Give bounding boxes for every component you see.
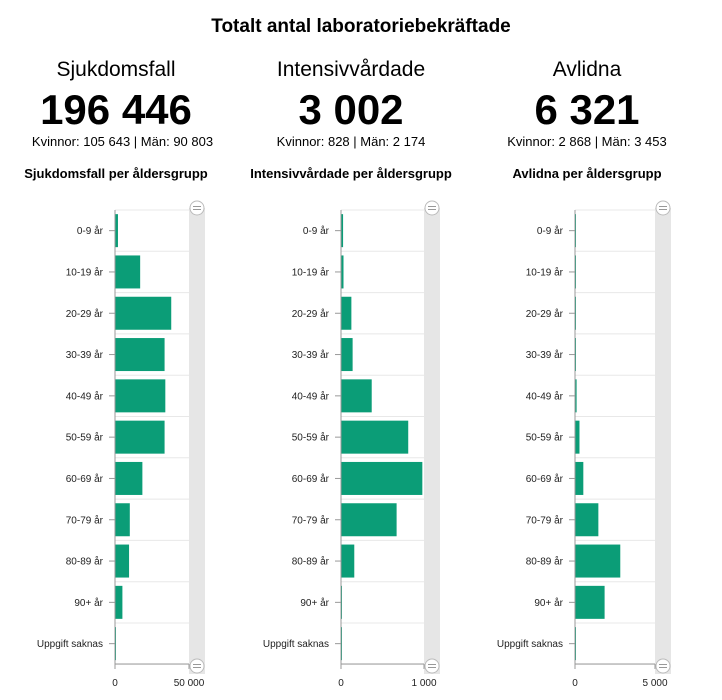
panel-subtitle: Kvinnor: 828 | Män: 2 174: [276, 134, 426, 149]
bar[interactable]: [115, 255, 141, 289]
main-title: Totalt antal laboratoriebekräftade: [211, 16, 511, 37]
category-label: 20-29 år: [526, 308, 564, 320]
category-label: 80-89 år: [526, 556, 564, 568]
panel-intensivvardade: Intensivvårdade 3 002 Kvinnor: 828 | Män…: [240, 0, 462, 700]
panel-total: 196 446: [40, 86, 192, 133]
panel-avlidna: Avlidna 6 321 Kvinnor: 2 868 | Män: 3 45…: [474, 0, 700, 700]
bar[interactable]: [115, 420, 165, 454]
bar[interactable]: [575, 461, 584, 495]
bar[interactable]: [575, 379, 577, 413]
bar[interactable]: [341, 296, 352, 330]
scrollbar-track[interactable]: [189, 208, 205, 674]
category-label: 60-69 år: [66, 473, 104, 485]
panel-sjukdomsfall: Sjukdomsfall 196 446 Kvinnor: 105 643 | …: [0, 0, 232, 700]
chart-title: Intensivvårdade per åldersgrupp: [250, 166, 452, 181]
category-label: 90+ år: [74, 597, 103, 609]
category-label: 0-9 år: [77, 225, 104, 237]
bar[interactable]: [115, 214, 118, 248]
panel-title: Intensivvårdade: [276, 58, 426, 81]
bar[interactable]: [115, 379, 166, 413]
category-label: 30-39 år: [66, 349, 104, 361]
x-tick-label: 5 000: [642, 678, 667, 689]
bar[interactable]: [341, 420, 409, 454]
bar[interactable]: [115, 461, 143, 495]
bar[interactable]: [575, 544, 621, 578]
category-label: 80-89 år: [292, 556, 330, 568]
category-label: 40-49 år: [66, 390, 104, 402]
category-label: 60-69 år: [292, 473, 330, 485]
category-label: 0-9 år: [537, 225, 564, 237]
bar[interactable]: [341, 214, 344, 248]
x-tick-label: 0: [572, 678, 578, 689]
category-label: 20-29 år: [66, 308, 104, 320]
bar[interactable]: [575, 503, 599, 537]
category-label: 60-69 år: [526, 473, 564, 485]
bar[interactable]: [575, 585, 605, 619]
category-label: 20-29 år: [292, 308, 330, 320]
scrollbar-handle-bottom[interactable]: [189, 658, 205, 674]
panel-subtitle: Kvinnor: 2 868 | Män: 3 453: [507, 134, 667, 149]
bar[interactable]: [341, 255, 344, 289]
category-label: 70-79 år: [292, 514, 330, 526]
chart-title: Sjukdomsfall per åldersgrupp: [24, 166, 208, 181]
category-label: 10-19 år: [292, 266, 330, 278]
category-label: 30-39 år: [292, 349, 330, 361]
category-label: 40-49 år: [526, 390, 564, 402]
category-label: Uppgift saknas: [263, 639, 329, 650]
panel-total: 3 002: [298, 86, 404, 133]
bar[interactable]: [115, 338, 165, 372]
category-label: 50-59 år: [292, 432, 330, 444]
panel-total: 6 321: [534, 86, 640, 133]
category-label: Uppgift saknas: [37, 639, 103, 650]
category-label: 50-59 år: [526, 432, 564, 444]
bar[interactable]: [341, 461, 423, 495]
bar[interactable]: [115, 296, 172, 330]
x-tick-label: 0: [338, 678, 344, 689]
bar[interactable]: [341, 544, 355, 578]
category-label: 90+ år: [300, 597, 329, 609]
chart-title: Avlidna per åldersgrupp: [512, 166, 662, 181]
category-label: 10-19 år: [66, 266, 104, 278]
category-label: 0-9 år: [303, 225, 330, 237]
category-label: 90+ år: [534, 597, 563, 609]
bar[interactable]: [341, 338, 353, 372]
bar-chart-sjukdomsfall: 0-9 år 10-19 år 20-29 år 30-39 år 40-49 år 50…: [37, 200, 205, 689]
bar[interactable]: [115, 503, 130, 537]
bar[interactable]: [575, 420, 580, 454]
panel-title: Avlidna: [552, 58, 622, 81]
category-label: 30-39 år: [526, 349, 564, 361]
x-tick-label: 0: [112, 678, 118, 689]
category-label: 70-79 år: [66, 514, 104, 526]
scrollbar-handle-bottom[interactable]: [655, 658, 671, 674]
panel-subtitle: Kvinnor: 105 643 | Män: 90 803: [31, 134, 214, 149]
scrollbar-track[interactable]: [424, 208, 440, 674]
bar[interactable]: [115, 544, 130, 578]
bar[interactable]: [115, 585, 123, 619]
bar-chart-avlidna: 0-9 år 10-19 år 20-29 år 30-39 år 40-49 år 50…: [497, 200, 671, 689]
category-label: 80-89 år: [66, 556, 104, 568]
x-tick-label: 50 000: [174, 678, 205, 689]
x-tick-label: 1 000: [411, 678, 436, 689]
category-label: 10-19 år: [526, 266, 564, 278]
scrollbar-track[interactable]: [655, 208, 671, 674]
category-label: 40-49 år: [292, 390, 330, 402]
bar-chart-intensivvardade: 0-9 år 10-19 år 20-29 år 30-39 år 40-49 år 50…: [263, 200, 440, 689]
scrollbar-handle-top[interactable]: [189, 200, 205, 216]
scrollbar-handle-top[interactable]: [655, 200, 671, 216]
scrollbar-handle-bottom[interactable]: [424, 658, 440, 674]
scrollbar-handle-top[interactable]: [424, 200, 440, 216]
bar[interactable]: [341, 379, 372, 413]
category-label: 70-79 år: [526, 514, 564, 526]
panel-title: Sjukdomsfall: [56, 58, 176, 81]
category-label: 50-59 år: [66, 432, 104, 444]
bar[interactable]: [341, 503, 397, 537]
category-label: Uppgift saknas: [497, 639, 563, 650]
